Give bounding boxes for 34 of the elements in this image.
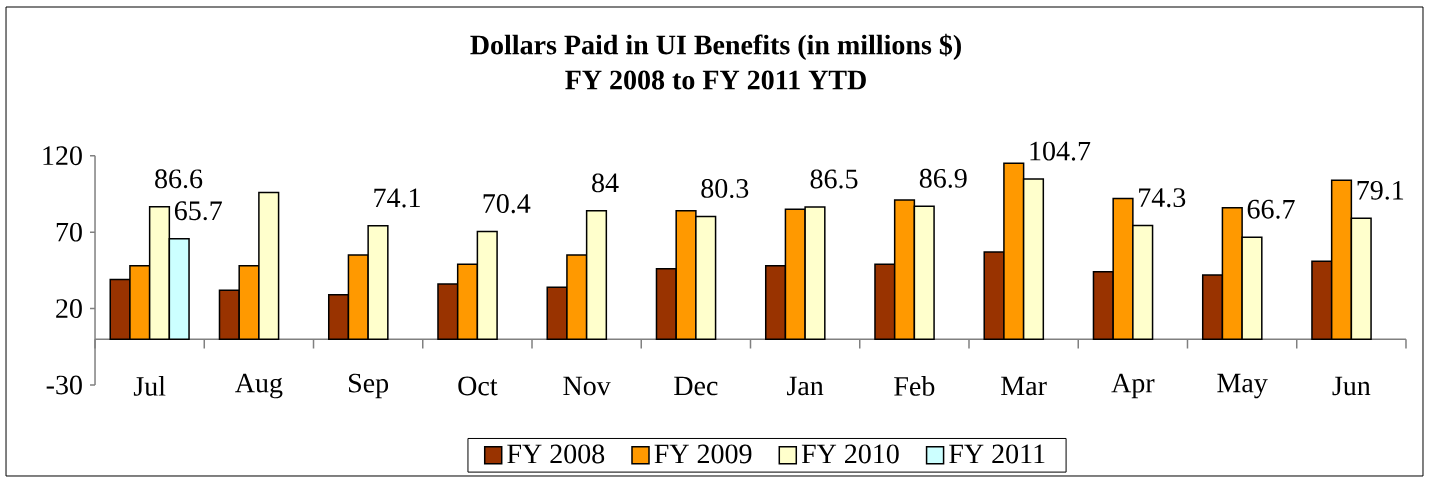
data-label: 80.3 [701, 178, 749, 198]
data-label: 65.7 [174, 201, 222, 221]
data-label: 86.6 [155, 169, 203, 189]
legend-label: FY 2010 [801, 444, 899, 464]
x-tick-label: Dec [674, 376, 718, 396]
data-label: 86.5 [810, 169, 858, 189]
data-label: 86.9 [919, 168, 967, 188]
x-tick-label: Aug [235, 373, 283, 399]
legend-label: FY 2008 [507, 444, 605, 464]
x-tick-label: Oct [458, 376, 498, 396]
legend-label: FY 2009 [654, 444, 752, 464]
data-label: 74.1 [374, 188, 420, 208]
y-tick-label: 20 [56, 299, 82, 319]
x-tick-label: Mar [1001, 376, 1047, 396]
y-tick-label: -30 [46, 375, 82, 395]
y-tick-label: 120 [43, 146, 82, 166]
x-tick-label: Jan [787, 376, 824, 396]
x-tick-label: Feb [894, 376, 935, 396]
data-label: 70.4 [483, 194, 531, 214]
data-label: 74.3 [1139, 188, 1186, 208]
x-tick-label: Apr [1111, 373, 1155, 399]
legend-label: FY 2011 [949, 444, 1045, 464]
x-tick-label: Jul [133, 376, 166, 396]
chart-title: Dollars Paid in UI Benefits (in millions $) [470, 33, 961, 61]
x-tick-label: Sep [349, 373, 389, 399]
data-label: 104.7 [1030, 141, 1091, 161]
chart-subtitle: FY 2008 to FY 2011 YTD [565, 70, 866, 90]
x-tick-label: Nov [563, 376, 611, 396]
data-label: 84 [592, 173, 619, 193]
x-tick-label: Jun [1332, 376, 1371, 396]
x-tick-label: May [1217, 373, 1268, 399]
data-label: 79.1 [1357, 180, 1404, 200]
y-tick-label: 70 [56, 222, 82, 242]
data-label: 66.7 [1247, 199, 1295, 219]
